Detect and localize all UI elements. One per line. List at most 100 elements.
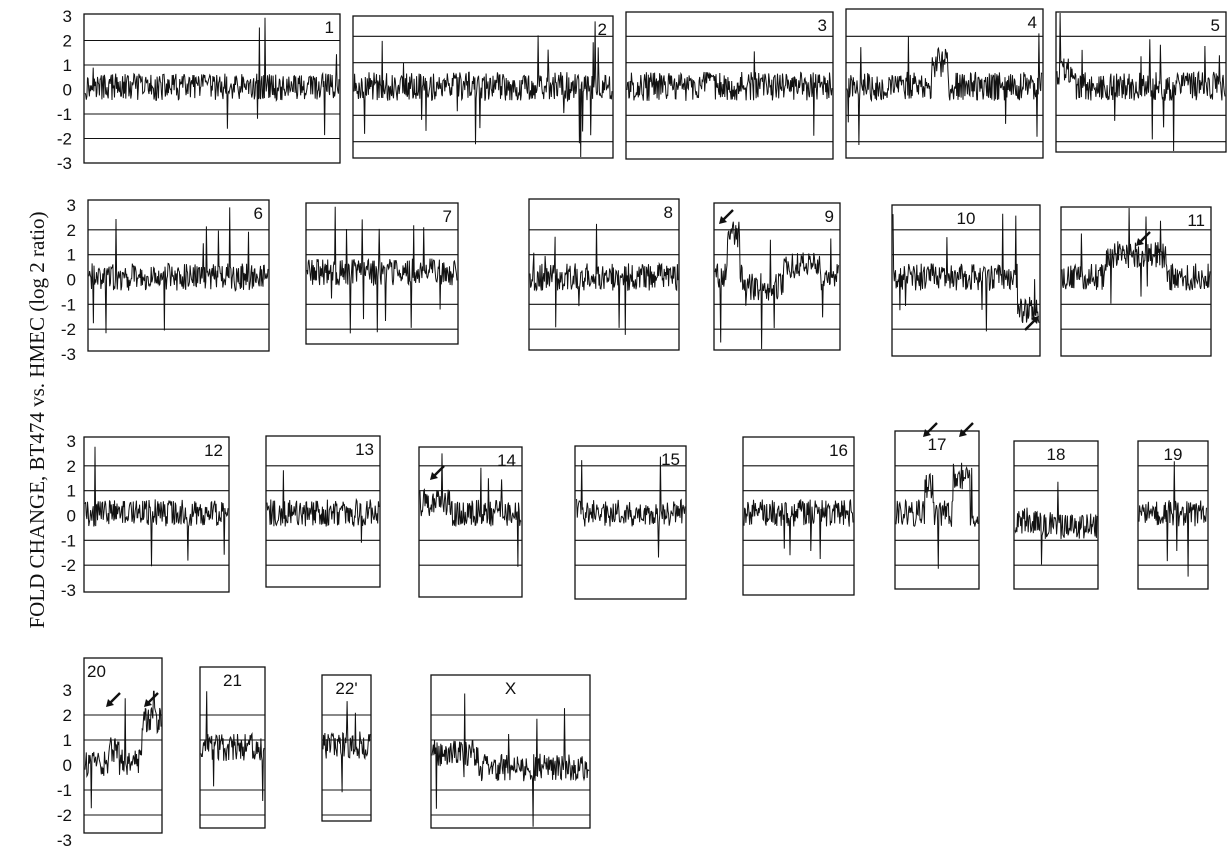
log-ratio-trace bbox=[743, 499, 854, 560]
y-tick-label: -2 bbox=[61, 320, 76, 339]
chromosome-panel: 3 bbox=[625, 11, 834, 160]
y-tick-label: 0 bbox=[63, 756, 72, 775]
y-tick-label: 2 bbox=[67, 221, 76, 240]
arrow-head-icon bbox=[144, 699, 152, 707]
chromosome-label: 15 bbox=[661, 450, 680, 469]
chromosome-panel: 6 bbox=[87, 199, 270, 352]
chromosome-label: 17 bbox=[928, 435, 947, 454]
log-ratio-trace bbox=[200, 691, 265, 802]
panel-frame bbox=[742, 436, 855, 596]
y-tick-label: 2 bbox=[63, 706, 72, 725]
panel-frame bbox=[894, 430, 980, 590]
y-tick-label: 3 bbox=[67, 196, 76, 215]
arrow-head-icon bbox=[719, 216, 727, 224]
y-tick-label: 3 bbox=[63, 681, 72, 700]
chromosome-panel: 13 bbox=[265, 435, 381, 588]
y-axis-groups: 3 2 1 0 -1 -2 -3 3 2 1 0 -1 -2 -3 3 2 1 0 -1 -2 -3 3 2 1 0 -1 -2 -3 bbox=[57, 7, 76, 850]
chromosome-panel: 22' bbox=[321, 674, 372, 822]
chromosome-label: 7 bbox=[443, 207, 452, 226]
log-ratio-trace bbox=[431, 693, 590, 827]
chromosome-panel: 17 bbox=[894, 422, 980, 590]
chromosome-panel: 14 bbox=[418, 446, 523, 598]
panel-frame bbox=[265, 435, 381, 588]
chromosome-panel: 2 bbox=[352, 15, 614, 159]
log-ratio-trace bbox=[892, 213, 1040, 332]
chromosome-label: 9 bbox=[825, 207, 834, 226]
log-ratio-trace bbox=[88, 207, 269, 334]
log-ratio-trace bbox=[84, 17, 340, 136]
log-ratio-trace bbox=[306, 206, 458, 334]
log-ratio-trace bbox=[626, 51, 833, 136]
chromosome-label: 8 bbox=[664, 203, 673, 222]
panel-frame bbox=[625, 11, 834, 160]
chromosome-label: 13 bbox=[355, 440, 374, 459]
chromosome-panel: 21 bbox=[199, 666, 266, 829]
y-tick-label: -3 bbox=[61, 581, 76, 600]
log-ratio-trace bbox=[322, 701, 371, 793]
y-tick-label: -2 bbox=[61, 556, 76, 575]
y-tick-label: 2 bbox=[67, 457, 76, 476]
chromosome-panel: 9 bbox=[713, 202, 841, 351]
log-ratio-trace bbox=[1056, 12, 1226, 152]
y-tick-label: -3 bbox=[61, 345, 76, 364]
y-axis-title: FOLD CHANGE, BT474 vs. HMEC (log 2 ratio… bbox=[25, 211, 49, 628]
panel-frame bbox=[87, 199, 270, 352]
chromosome-panel: 18 bbox=[1013, 440, 1099, 590]
chromosome-panel: 8 bbox=[528, 198, 680, 351]
chromosome-panel: 19 bbox=[1137, 440, 1209, 590]
log-ratio-trace bbox=[1138, 461, 1208, 577]
y-tick-label: 0 bbox=[63, 81, 72, 100]
arrow-head-icon bbox=[1031, 316, 1039, 324]
log-ratio-trace bbox=[84, 690, 162, 809]
y-tick-label: 3 bbox=[63, 7, 72, 26]
y-tick-label: 0 bbox=[67, 271, 76, 290]
panel-frame bbox=[418, 446, 523, 598]
chromosome-panel: 4 bbox=[845, 8, 1044, 159]
chromosome-label: 3 bbox=[818, 16, 827, 35]
log-ratio-trace bbox=[714, 221, 840, 350]
chromosome-label: 6 bbox=[254, 204, 263, 223]
chromosome-panel: 15 bbox=[574, 445, 687, 600]
panel-frame bbox=[845, 8, 1044, 159]
y-tick-label: 1 bbox=[67, 482, 76, 501]
y-tick-label: 0 bbox=[67, 507, 76, 526]
chromosome-panel: 1 bbox=[83, 13, 341, 164]
log-ratio-trace bbox=[84, 446, 229, 567]
y-tick-label: -1 bbox=[61, 295, 76, 314]
panel-frame bbox=[83, 13, 341, 164]
chromosome-panel: 16 bbox=[742, 436, 855, 596]
panel-frame bbox=[305, 202, 459, 345]
chromosome-label: 10 bbox=[957, 209, 976, 228]
chromosome-label: 20 bbox=[87, 662, 106, 681]
chromosome-label: 16 bbox=[829, 441, 848, 460]
log-ratio-trace bbox=[353, 21, 613, 158]
chromosome-panel: 5 bbox=[1055, 11, 1227, 153]
y-tick-label: 3 bbox=[67, 432, 76, 451]
chromosome-panel: 12 bbox=[83, 436, 230, 593]
log-ratio-trace bbox=[895, 462, 979, 569]
y-tick-label: -2 bbox=[57, 130, 72, 149]
panel-frame bbox=[574, 445, 687, 600]
y-tick-label: -2 bbox=[57, 806, 72, 825]
panel-frame bbox=[352, 15, 614, 159]
panel-frame bbox=[528, 198, 680, 351]
log-ratio-trace bbox=[575, 456, 686, 558]
chromosome-label: 5 bbox=[1211, 16, 1220, 35]
y-tick-label: 2 bbox=[63, 32, 72, 51]
chromosome-panel: 11 bbox=[1060, 206, 1212, 357]
panel-frame bbox=[1055, 11, 1227, 153]
chromosome-panel: 10 bbox=[891, 204, 1041, 357]
panel-frame bbox=[321, 674, 372, 822]
y-tick-label: -3 bbox=[57, 831, 72, 850]
y-tick-label: 1 bbox=[63, 731, 72, 750]
y-tick-label: -3 bbox=[57, 154, 72, 173]
panel-frame bbox=[1137, 440, 1209, 590]
chromosome-panel: 7 bbox=[305, 202, 459, 345]
panel-frame bbox=[83, 436, 230, 593]
panel-frame bbox=[430, 674, 591, 829]
arrow-head-icon bbox=[1136, 238, 1144, 246]
log-ratio-trace bbox=[419, 453, 522, 567]
panel-frame bbox=[1013, 440, 1099, 590]
